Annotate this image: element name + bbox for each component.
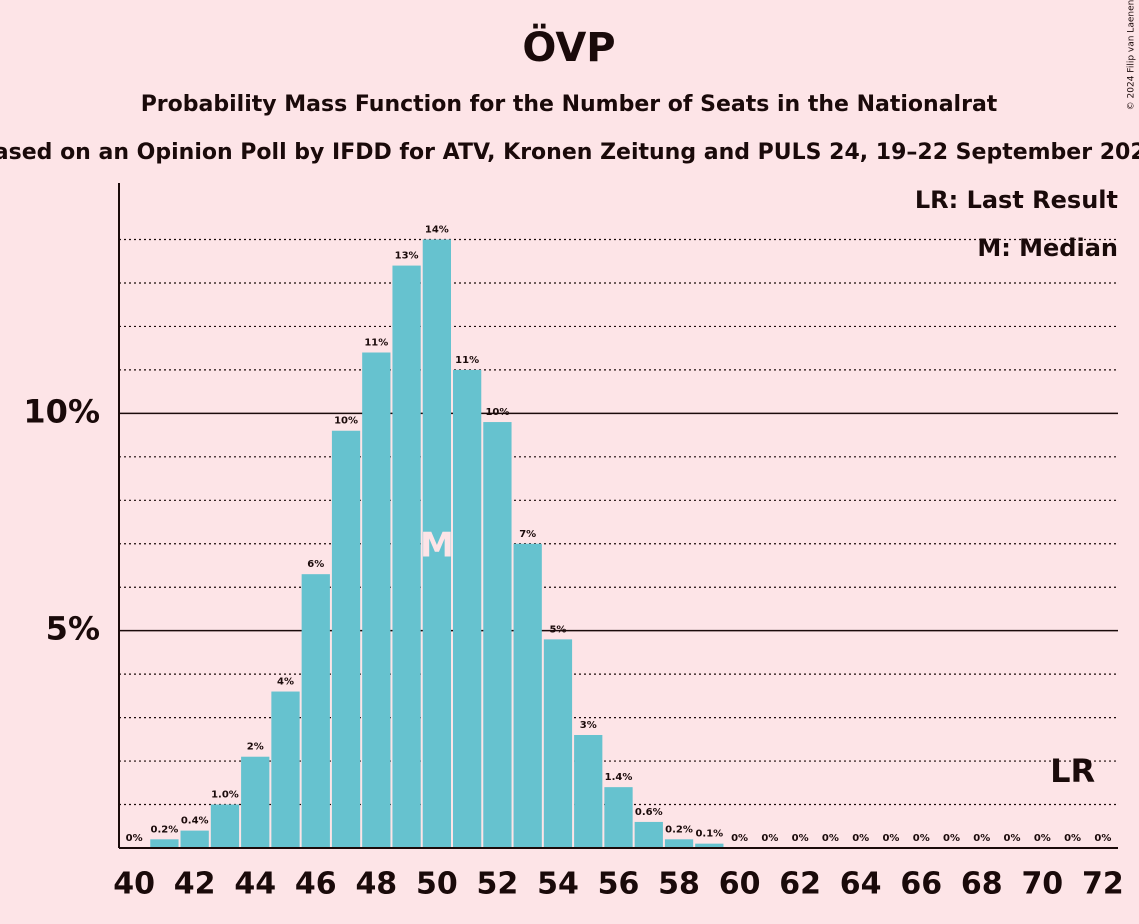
bar [271, 691, 300, 848]
bar [241, 756, 270, 848]
value-label: 0.1% [695, 829, 723, 840]
x-tick-label: 44 [234, 867, 276, 902]
value-label: 10% [485, 407, 509, 418]
bar [180, 830, 209, 848]
value-label: 0.2% [151, 824, 179, 835]
x-tick-label: 46 [295, 867, 337, 902]
x-tick-label: 52 [477, 867, 519, 902]
value-label: 1.0% [211, 790, 239, 801]
value-label: 0% [126, 833, 143, 844]
x-tick-label: 66 [900, 867, 942, 902]
value-label: 14% [425, 225, 449, 236]
value-label: 2% [247, 742, 264, 753]
value-label: 0.4% [181, 816, 209, 827]
value-label: 0% [973, 833, 990, 844]
chart-subtitle: Probability Mass Function for the Number… [141, 92, 998, 117]
x-tick-label: 58 [658, 867, 700, 902]
chart-caption: Based on an Opinion Poll by IFDD for ATV… [0, 140, 1139, 165]
value-label: 6% [307, 559, 324, 570]
bar [664, 839, 694, 848]
value-label: 0% [913, 833, 930, 844]
value-label: 11% [455, 355, 479, 366]
bar [634, 821, 663, 848]
bar [301, 574, 330, 848]
value-label: 0% [761, 833, 778, 844]
bar [574, 734, 603, 848]
x-tick-label: 70 [1021, 867, 1063, 902]
x-tick-label: 42 [174, 867, 216, 902]
x-tick-label: 54 [537, 867, 579, 902]
bar [392, 265, 421, 849]
value-label: 1.4% [605, 772, 633, 783]
value-label: 0% [731, 833, 748, 844]
value-label: 0.2% [665, 824, 693, 835]
bar [422, 239, 451, 848]
last-result-marker: LR [1050, 752, 1095, 790]
x-tick-label: 72 [1082, 867, 1124, 902]
bar [513, 543, 542, 848]
x-tick-label: 60 [719, 867, 761, 902]
x-tick-label: 56 [598, 867, 640, 902]
bar [210, 804, 240, 848]
value-label: 7% [519, 529, 536, 540]
legend-entry: M: Median [977, 234, 1118, 262]
y-tick-label: 10% [23, 392, 100, 430]
x-tick-label: 68 [961, 867, 1003, 902]
bar [331, 430, 361, 848]
bar [453, 369, 482, 848]
median-marker: M [420, 526, 454, 566]
x-tick-label: 64 [840, 867, 882, 902]
bar [543, 639, 573, 848]
chart-title: ÖVP [522, 23, 615, 71]
x-tick-label: 48 [355, 867, 397, 902]
value-label: 4% [277, 677, 294, 688]
value-label: 0% [1004, 833, 1021, 844]
value-label: 0% [1094, 833, 1111, 844]
bar [604, 787, 633, 848]
bar [150, 839, 179, 848]
bar [362, 352, 391, 848]
value-label: 11% [364, 338, 388, 349]
legend-entry: LR: Last Result [915, 186, 1118, 214]
x-tick-label: 50 [416, 867, 458, 902]
bar [695, 843, 724, 848]
value-label: 0% [792, 833, 809, 844]
x-tick-label: 62 [779, 867, 821, 902]
value-label: 0% [852, 833, 869, 844]
value-label: 0% [822, 833, 839, 844]
copyright: © 2024 Filip van Laenen [1127, 0, 1137, 110]
value-label: 0.6% [635, 807, 663, 818]
value-label: 13% [395, 251, 419, 262]
value-label: 3% [580, 720, 597, 731]
x-tick-label: 40 [113, 867, 155, 902]
value-label: 0% [1034, 833, 1051, 844]
value-label: 5% [549, 624, 566, 635]
value-label: 0% [943, 833, 960, 844]
value-label: 10% [334, 416, 358, 427]
y-tick-label: 5% [46, 610, 100, 648]
value-label: 0% [882, 833, 899, 844]
bar [483, 422, 512, 848]
value-label: 0% [1064, 833, 1081, 844]
